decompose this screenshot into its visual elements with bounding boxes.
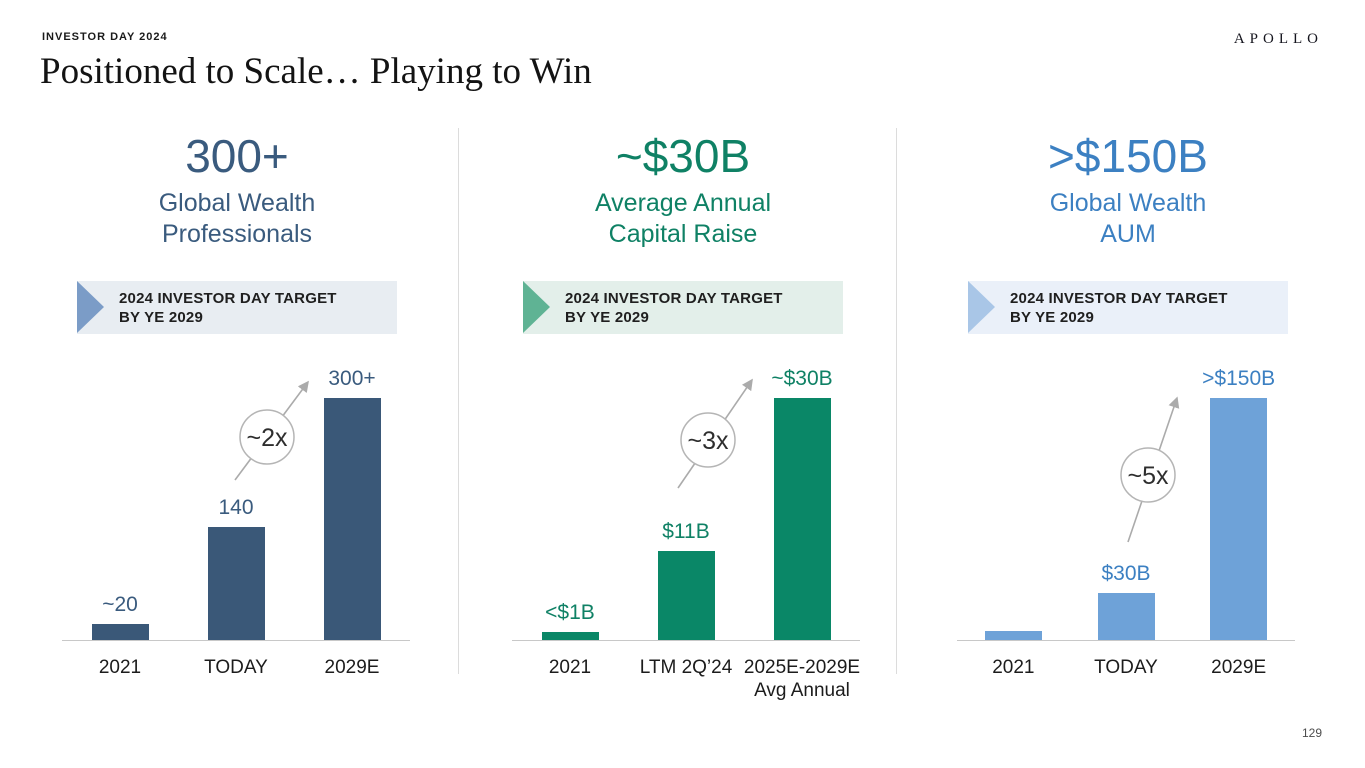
multiplier-circle <box>1120 447 1176 503</box>
growth-annotation-1: ~2x <box>234 380 309 481</box>
metric-column-average-annual-capital-raise: ~$30B Average Annual Capital Raise 2024 … <box>508 130 858 334</box>
banner-arrow-icon <box>968 281 995 333</box>
value-label: ~20 <box>102 593 138 616</box>
category-label: 2021 <box>548 657 592 678</box>
multiplier-label: ~2x <box>246 424 288 452</box>
value-label: <$1B <box>545 601 595 624</box>
category-label: TODAY <box>1094 657 1158 678</box>
column-headline: >$150B <box>1048 130 1208 182</box>
subtitle-line2: Capital Raise <box>608 220 758 248</box>
subtitle-line2: AUM <box>1100 220 1156 248</box>
column-divider-2 <box>896 128 897 674</box>
column-headline: ~$30B <box>615 130 751 182</box>
subtitle-line1: Global Wealth <box>1049 189 1207 217</box>
column-subtitle: Average Annual Capital Raise <box>508 188 858 250</box>
value-label: ~$30B <box>771 367 833 390</box>
bar-2029e <box>1210 398 1268 640</box>
growth-arrow-icon <box>234 380 309 481</box>
bar-today <box>1097 593 1155 640</box>
banner-line2: BY YE 2029 <box>565 309 650 326</box>
multiplier-label: ~3x <box>687 427 729 455</box>
bar-2021 <box>984 631 1042 640</box>
multiplier-circle <box>680 412 736 468</box>
banner-label: 2024 INVESTOR DAY TARGET BY YE 2029 <box>565 289 783 327</box>
subtitle-line1: Average Annual <box>594 189 772 217</box>
banner-line2: BY YE 2029 <box>1010 309 1095 326</box>
column-headline: 300+ <box>185 130 289 182</box>
banner-line2: BY YE 2029 <box>119 309 204 326</box>
bar-2025e-2029e <box>773 398 831 640</box>
category-label: 2021 <box>992 657 1035 678</box>
banner-line1: 2024 INVESTOR DAY TARGET <box>1010 290 1228 307</box>
category-label: 2029E <box>324 657 380 678</box>
page-number: 129 <box>1301 726 1322 740</box>
category-label: LTM 2Q’24 <box>639 657 733 678</box>
x-axis-line <box>957 640 1295 641</box>
eyebrow-label: INVESTOR DAY 2024 <box>42 31 168 43</box>
column-divider-1 <box>458 128 459 674</box>
page-title: Positioned to Scale… Playing to Win <box>40 51 592 92</box>
bar-2029e <box>323 398 381 640</box>
value-label: 300+ <box>328 367 376 390</box>
subtitle-line1: Global Wealth <box>158 189 316 217</box>
multiplier-label: ~5x <box>1127 462 1169 490</box>
bar-2021 <box>91 624 149 640</box>
value-label: $30B <box>1101 562 1151 585</box>
category-label: TODAY <box>204 657 268 678</box>
banner-label: 2024 INVESTOR DAY TARGET BY YE 2029 <box>1010 289 1228 327</box>
growth-annotation-2: ~3x <box>677 378 753 489</box>
banner-arrow-icon <box>523 281 550 333</box>
value-label: >$150B <box>1202 367 1276 390</box>
growth-annotation-3: ~5x <box>1120 396 1180 543</box>
target-banner: 2024 INVESTOR DAY TARGET BY YE 2029 <box>968 281 1288 334</box>
value-label: $11B <box>662 520 710 543</box>
multiplier-circle <box>239 409 295 465</box>
banner-arrow-icon <box>77 281 104 333</box>
bar-today <box>207 527 265 640</box>
value-label: 140 <box>218 496 254 519</box>
banner-label: 2024 INVESTOR DAY TARGET BY YE 2029 <box>119 289 337 327</box>
category-label: 2025E-2029E Avg Annual <box>743 657 861 701</box>
target-banner: 2024 INVESTOR DAY TARGET BY YE 2029 <box>77 281 397 334</box>
banner-line1: 2024 INVESTOR DAY TARGET <box>565 290 783 307</box>
subtitle-line2: Professionals <box>161 220 313 248</box>
growth-arrow-icon <box>677 378 753 489</box>
metric-column-global-wealth-aum: >$150B Global Wealth AUM 2024 INVESTOR D… <box>953 130 1303 334</box>
column-subtitle: Global Wealth Professionals <box>62 188 412 250</box>
metric-column-global-wealth-professionals: 300+ Global Wealth Professionals 2024 IN… <box>62 130 412 334</box>
growth-arrow-icon <box>1127 396 1180 543</box>
bar-2021 <box>541 632 599 640</box>
target-banner: 2024 INVESTOR DAY TARGET BY YE 2029 <box>523 281 843 334</box>
apollo-logo: APOLLO <box>1233 31 1323 47</box>
category-label: 2021 <box>98 657 142 678</box>
x-axis-line <box>512 640 860 641</box>
x-axis-line <box>62 640 410 641</box>
column-subtitle: Global Wealth AUM <box>953 188 1303 250</box>
banner-line1: 2024 INVESTOR DAY TARGET <box>119 290 337 307</box>
bar-ltm-2q-24 <box>657 551 715 640</box>
category-label: 2029E <box>1211 657 1267 678</box>
